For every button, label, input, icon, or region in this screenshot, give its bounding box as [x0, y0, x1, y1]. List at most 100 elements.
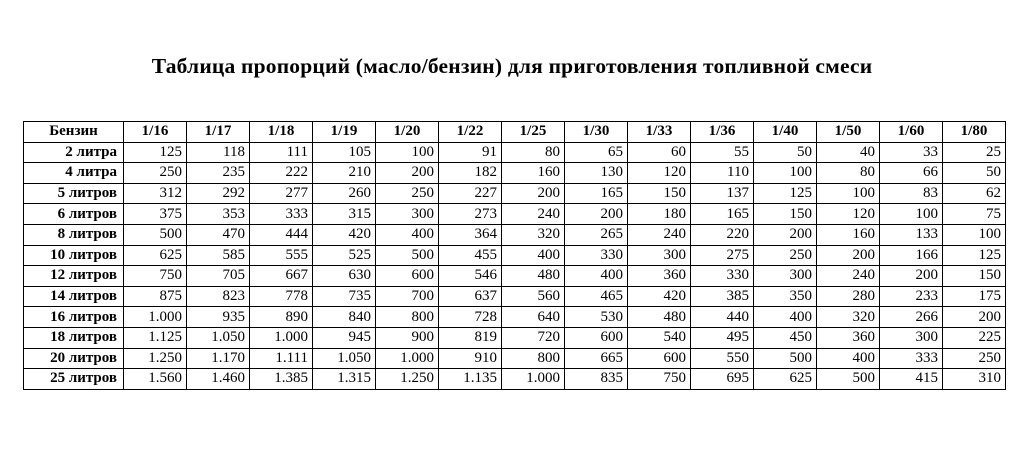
table-row: 4 литра 250 235 222 210 200 182 160 130 120 110 100…: [23, 162, 1006, 184]
oil-amount-cell: 400: [501, 244, 565, 267]
ratio-column-header: 1/19: [312, 121, 376, 143]
oil-amount-cell: 375: [123, 203, 187, 225]
oil-amount-cell: 320: [816, 306, 880, 328]
oil-amount-cell: 100: [375, 141, 439, 164]
oil-amount-cell: 364: [438, 223, 502, 246]
oil-amount-cell: 333: [249, 203, 313, 225]
oil-amount-cell: 130: [564, 162, 628, 184]
table-header: Бензин 1/16 1/17 1/18 1/19 1/20 1/22 1/25 1/30 1/…: [23, 121, 1006, 143]
oil-amount-cell: 315: [312, 203, 376, 225]
oil-amount-cell: 420: [312, 223, 376, 246]
oil-amount-cell: 250: [753, 244, 817, 267]
row-label: 10 литров: [23, 244, 124, 267]
oil-amount-cell: 225: [942, 326, 1006, 349]
oil-amount-cell: 200: [564, 203, 628, 225]
oil-amount-cell: 240: [627, 223, 691, 246]
oil-amount-cell: 540: [627, 326, 691, 349]
oil-amount-cell: 695: [690, 368, 754, 390]
row-label: 2 литра: [23, 141, 124, 164]
oil-amount-cell: 665: [564, 347, 628, 370]
oil-amount-cell: 110: [690, 162, 754, 184]
oil-amount-cell: 240: [816, 265, 880, 287]
oil-amount-cell: 840: [312, 306, 376, 328]
table-row: 25 литров 1.560 1.460 1.385 1.315 1.250 1.135 1…: [23, 368, 1006, 390]
oil-amount-cell: 640: [501, 306, 565, 328]
oil-amount-cell: 555: [249, 244, 313, 267]
oil-amount-cell: 320: [501, 223, 565, 246]
oil-amount-cell: 300: [375, 203, 439, 225]
row-label: 6 литров: [23, 203, 124, 225]
oil-amount-cell: 495: [690, 326, 754, 349]
oil-amount-cell: 1.000: [249, 326, 313, 349]
oil-amount-cell: 778: [249, 285, 313, 308]
table-row: 12 литров 750 705 667 630 600 546 480 400 360 330 3…: [23, 265, 1006, 287]
oil-amount-cell: 292: [186, 182, 250, 205]
oil-amount-cell: 150: [753, 203, 817, 225]
oil-amount-cell: 150: [627, 182, 691, 205]
ratio-column-header: 1/17: [186, 121, 250, 143]
oil-amount-cell: 444: [249, 223, 313, 246]
oil-amount-cell: 550: [690, 347, 754, 370]
oil-amount-cell: 400: [564, 265, 628, 287]
table-row: 20 литров 1.250 1.170 1.111 1.050 1.000 910 800…: [23, 347, 1006, 370]
oil-amount-cell: 667: [249, 265, 313, 287]
oil-amount-cell: 546: [438, 265, 502, 287]
table-row: 14 литров 875 823 778 735 700 637 560 465 420 385 3…: [23, 285, 1006, 308]
ratio-column-header: 1/60: [879, 121, 943, 143]
oil-amount-cell: 25: [942, 141, 1006, 164]
oil-amount-cell: 800: [501, 347, 565, 370]
oil-amount-cell: 910: [438, 347, 502, 370]
oil-amount-cell: 600: [375, 265, 439, 287]
oil-amount-cell: 200: [816, 244, 880, 267]
oil-amount-cell: 100: [879, 203, 943, 225]
oil-amount-cell: 720: [501, 326, 565, 349]
row-label: 12 литров: [23, 265, 124, 287]
oil-amount-cell: 585: [186, 244, 250, 267]
row-label: 5 литров: [23, 182, 124, 205]
oil-amount-cell: 945: [312, 326, 376, 349]
oil-amount-cell: 935: [186, 306, 250, 328]
oil-amount-cell: 118: [186, 141, 250, 164]
oil-amount-cell: 500: [753, 347, 817, 370]
oil-amount-cell: 80: [501, 141, 565, 164]
row-label: 14 литров: [23, 285, 124, 308]
oil-amount-cell: 1.000: [375, 347, 439, 370]
oil-amount-cell: 819: [438, 326, 502, 349]
oil-amount-cell: 160: [501, 162, 565, 184]
oil-amount-cell: 440: [690, 306, 754, 328]
oil-amount-cell: 1.050: [312, 347, 376, 370]
oil-amount-cell: 180: [627, 203, 691, 225]
oil-amount-cell: 235: [186, 162, 250, 184]
oil-amount-cell: 480: [627, 306, 691, 328]
oil-amount-cell: 182: [438, 162, 502, 184]
page-title: Таблица пропорций (масло/бензин) для при…: [151, 54, 873, 78]
oil-amount-cell: 420: [627, 285, 691, 308]
oil-amount-cell: 1.250: [123, 347, 187, 370]
row-label: 18 литров: [23, 326, 124, 349]
oil-amount-cell: 220: [690, 223, 754, 246]
ratio-column-header: 1/20: [375, 121, 439, 143]
oil-amount-cell: 300: [753, 265, 817, 287]
oil-amount-cell: 1.000: [123, 306, 187, 328]
oil-amount-cell: 260: [312, 182, 376, 205]
oil-amount-cell: 400: [375, 223, 439, 246]
oil-amount-cell: 91: [438, 141, 502, 164]
ratio-column-header: 1/50: [816, 121, 880, 143]
oil-amount-cell: 273: [438, 203, 502, 225]
oil-amount-cell: 200: [879, 265, 943, 287]
oil-amount-cell: 330: [564, 244, 628, 267]
oil-amount-cell: 150: [942, 265, 1006, 287]
oil-amount-cell: 160: [816, 223, 880, 246]
oil-amount-cell: 300: [879, 326, 943, 349]
table-row: 18 литров 1.125 1.050 1.000 945 900 819 720 600 5…: [23, 326, 1006, 349]
table-row: 5 литров 312 292 277 260 250 227 200 165 150 137 12…: [23, 182, 1006, 205]
table-row: 8 литров 500 470 444 420 400 364 320 265 240 220 20…: [23, 223, 1006, 246]
oil-amount-cell: 360: [816, 326, 880, 349]
oil-amount-cell: 1.170: [186, 347, 250, 370]
oil-amount-cell: 100: [753, 162, 817, 184]
oil-amount-cell: 1.560: [123, 368, 187, 390]
oil-amount-cell: 105: [312, 141, 376, 164]
oil-amount-cell: 100: [942, 223, 1006, 246]
oil-amount-cell: 175: [942, 285, 1006, 308]
oil-amount-cell: 200: [375, 162, 439, 184]
